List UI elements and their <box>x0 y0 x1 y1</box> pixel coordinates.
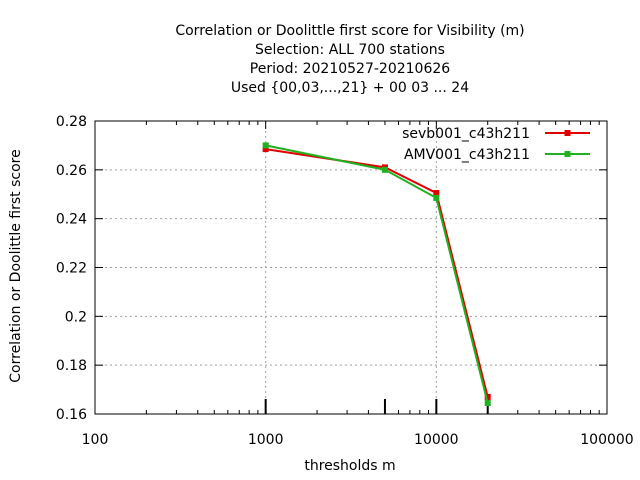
axis-ticks: 0.16 0.18 0.2 0.22 0.24 0.26 0.28 100 1000 10000 1… <box>56 114 634 448</box>
data-point <box>433 194 440 201</box>
x-tick-label: 1000 <box>248 432 284 448</box>
y-tick-label: 0.26 <box>56 163 87 179</box>
series-1 <box>262 142 491 407</box>
x-axis-label: thresholds m <box>304 458 395 474</box>
x-tick-label: 100000 <box>580 432 633 448</box>
data-point <box>381 166 388 173</box>
legend-label: AMV001_c43h211 <box>404 147 530 163</box>
title-line-4: Used {00,03,...,21} + 00 03 ... 24 <box>231 80 469 96</box>
series-line <box>265 144 489 404</box>
y-tick-label: 0.24 <box>56 212 87 228</box>
data-point <box>433 190 440 197</box>
title-line-3: Period: 20210527-20210626 <box>250 61 450 77</box>
plot-frame <box>94 120 608 415</box>
legend-marker <box>564 151 571 157</box>
data-point <box>484 400 491 407</box>
y-tick-label: 0.18 <box>56 358 87 374</box>
data-point <box>262 146 269 153</box>
grid <box>95 121 607 414</box>
y-axis-label: Correlation or Doolittle first score <box>8 149 24 382</box>
chart-title: Correlation or Doolittle first score for… <box>175 23 524 96</box>
x-tick-label: 10000 <box>414 432 459 448</box>
legend-marker <box>564 130 571 136</box>
data-point <box>484 393 491 400</box>
legend-label: sevb001_c43h211 <box>402 126 530 142</box>
data-point <box>262 142 269 149</box>
y-tick-label: 0.2 <box>65 309 87 325</box>
x-tick-label: 100 <box>82 432 109 448</box>
threshold-markers <box>264 399 489 414</box>
y-tick-label: 0.28 <box>56 114 87 130</box>
legend: sevb001_c43h211 AMV001_c43h211 <box>402 126 590 163</box>
y-tick-label: 0.22 <box>56 261 87 277</box>
title-line-2: Selection: ALL 700 stations <box>255 42 445 58</box>
y-tick-label: 0.16 <box>56 407 87 423</box>
series-0 <box>262 146 491 400</box>
series-group <box>262 142 491 407</box>
title-line-1: Correlation or Doolittle first score for… <box>175 23 524 39</box>
